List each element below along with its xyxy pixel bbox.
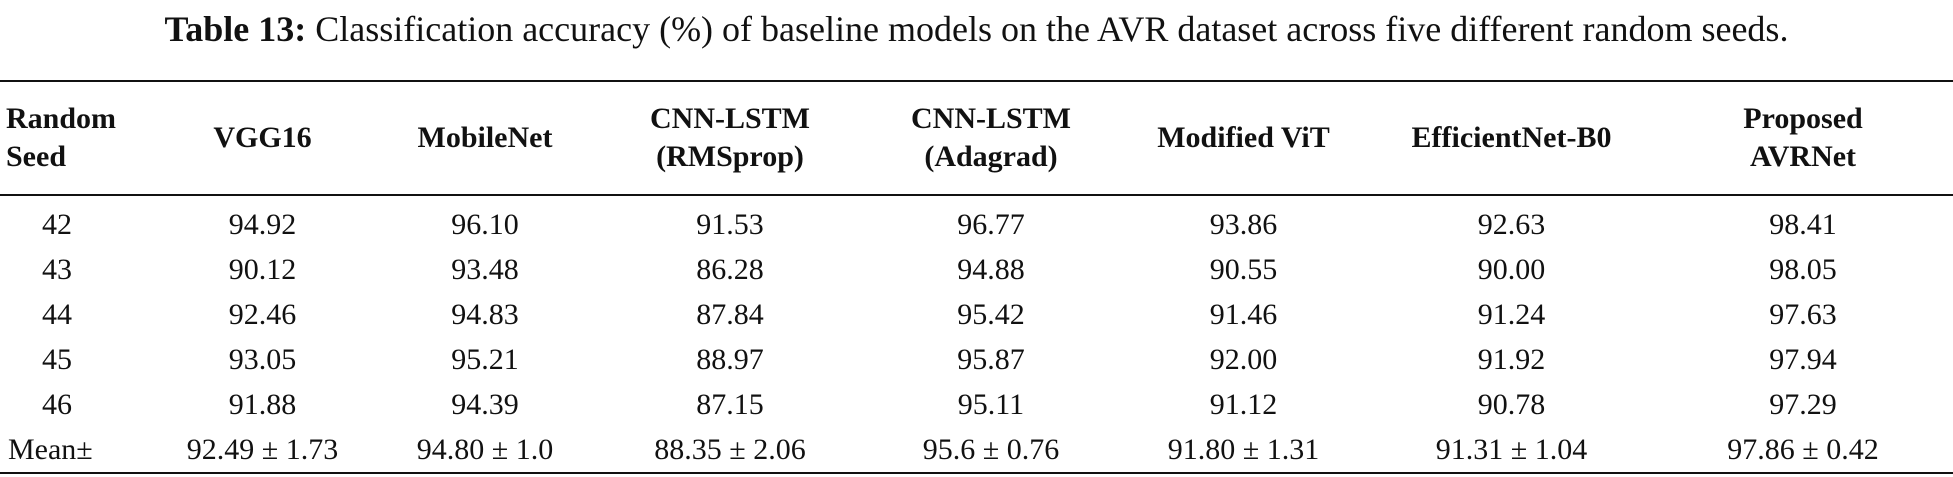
accuracy-cell: 94.83 [451,298,519,331]
accuracy-cell: 90.12 [228,253,297,286]
accuracy-cell: 91.88 [228,388,297,421]
accuracy-cell: 91.24 [1477,298,1546,331]
accuracy-cell: 98.41 [1769,208,1837,241]
accuracy-cell: 93.86 [1209,208,1278,241]
seed-cell: Mean± [8,433,93,466]
accuracy-cell: 92.49 ± 1.73 [186,433,339,466]
table-header-row: Random Seed VGG16 MobileNet CNN-LSTM (RMSprop… [0,81,1953,195]
seed-cell: 43 [42,253,72,286]
column-header-line: AVRNet [1749,140,1857,173]
accuracy-cell: 94.92 [228,208,297,241]
seed-cell: 45 [42,343,72,376]
accuracy-cell: 92.46 [228,298,297,331]
accuracy-cell: 95.11 [957,388,1025,421]
seed-cell: 44 [42,298,72,331]
accuracy-cell: 91.53 [696,208,764,241]
table-row: 44 92.46 94.83 87.84 95.42 91.46 91.24 97.63 [0,292,1953,337]
accuracy-cell: 93.48 [451,253,519,286]
accuracy-cell: 97.94 [1769,343,1837,376]
column-header-line: EfficientNet-B0 [1411,121,1612,154]
accuracy-cell: 97.86 ± 0.42 [1727,433,1879,466]
accuracy-cell: 88.35 ± 2.06 [654,433,806,466]
column-header: Proposed AVRNet [1653,81,1953,195]
accuracy-cell: 96.10 [451,208,519,241]
accuracy-cell: 87.15 [696,388,764,421]
accuracy-cell: 91.31 ± 1.04 [1435,433,1588,466]
table-row: Mean± 92.49 ± 1.73 94.80 ± 1.0 88.35 ± 2.06… [0,427,1953,473]
accuracy-cell: 95.21 [451,343,519,376]
results-table: Random Seed VGG16 MobileNet CNN-LSTM (RMSprop… [0,80,1953,474]
column-header: Modified ViT [1117,81,1370,195]
column-header-line: Proposed [1743,102,1863,135]
accuracy-cell: 97.63 [1769,298,1837,331]
accuracy-cell: 93.05 [228,343,297,376]
table-row: 45 93.05 95.21 88.97 95.87 92.00 91.92 97.94 [0,337,1953,382]
table-body: 42 94.92 96.10 91.53 96.77 93.86 92.63 98.41 43 9… [0,195,1953,473]
column-header: CNN-LSTM (RMSprop) [595,81,865,195]
column-header-line: Seed [6,140,66,173]
table-row: 46 91.88 94.39 87.15 95.11 91.12 90.78 97.29 [0,382,1953,427]
table-row: 43 90.12 93.48 86.28 94.88 90.55 90.00 98.05 [0,247,1953,292]
accuracy-cell: 88.97 [696,343,764,376]
accuracy-cell: 86.28 [696,253,764,286]
seed-cell: 46 [42,388,72,421]
accuracy-cell: 95.87 [957,343,1025,376]
accuracy-cell: 90.00 [1477,253,1546,286]
accuracy-cell: 94.80 ± 1.0 [416,433,554,466]
table-caption: Table 13: Classification accuracy (%) of… [0,4,1953,54]
column-header-line: CNN-LSTM [649,102,810,135]
column-header-line: Modified ViT [1157,121,1330,154]
accuracy-cell: 87.84 [696,298,764,331]
accuracy-cell: 91.46 [1209,298,1278,331]
column-header: EfficientNet-B0 [1370,81,1653,195]
column-header-line: CNN-LSTM [910,102,1071,135]
table-caption-text: Classification accuracy (%) of baseline … [315,9,1789,49]
column-header-line: (Adagrad) [924,140,1058,173]
accuracy-cell: 91.80 ± 1.31 [1167,433,1320,466]
table-caption-label: Table 13: [164,9,307,49]
column-header: Random Seed [0,81,150,195]
column-header-line: MobileNet [417,121,553,154]
accuracy-cell: 98.05 [1769,253,1837,286]
accuracy-cell: 91.92 [1477,343,1546,376]
accuracy-cell: 95.42 [957,298,1025,331]
accuracy-cell: 94.88 [957,253,1025,286]
column-header: VGG16 [150,81,375,195]
accuracy-cell: 90.55 [1209,253,1278,286]
accuracy-cell: 92.63 [1477,208,1546,241]
column-header-line: Random [6,102,117,135]
seed-cell: 42 [42,208,72,241]
column-header: CNN-LSTM (Adagrad) [865,81,1117,195]
accuracy-cell: 92.00 [1209,343,1278,376]
accuracy-cell: 96.77 [957,208,1025,241]
column-header-line: VGG16 [213,121,312,154]
accuracy-cell: 94.39 [451,388,519,421]
accuracy-cell: 97.29 [1769,388,1837,421]
column-header: MobileNet [375,81,595,195]
accuracy-cell: 91.12 [1209,388,1278,421]
accuracy-cell: 90.78 [1477,388,1546,421]
table-row: 42 94.92 96.10 91.53 96.77 93.86 92.63 98.41 [0,195,1953,247]
accuracy-cell: 95.6 ± 0.76 [922,433,1060,466]
column-header-line: (RMSprop) [656,140,804,173]
